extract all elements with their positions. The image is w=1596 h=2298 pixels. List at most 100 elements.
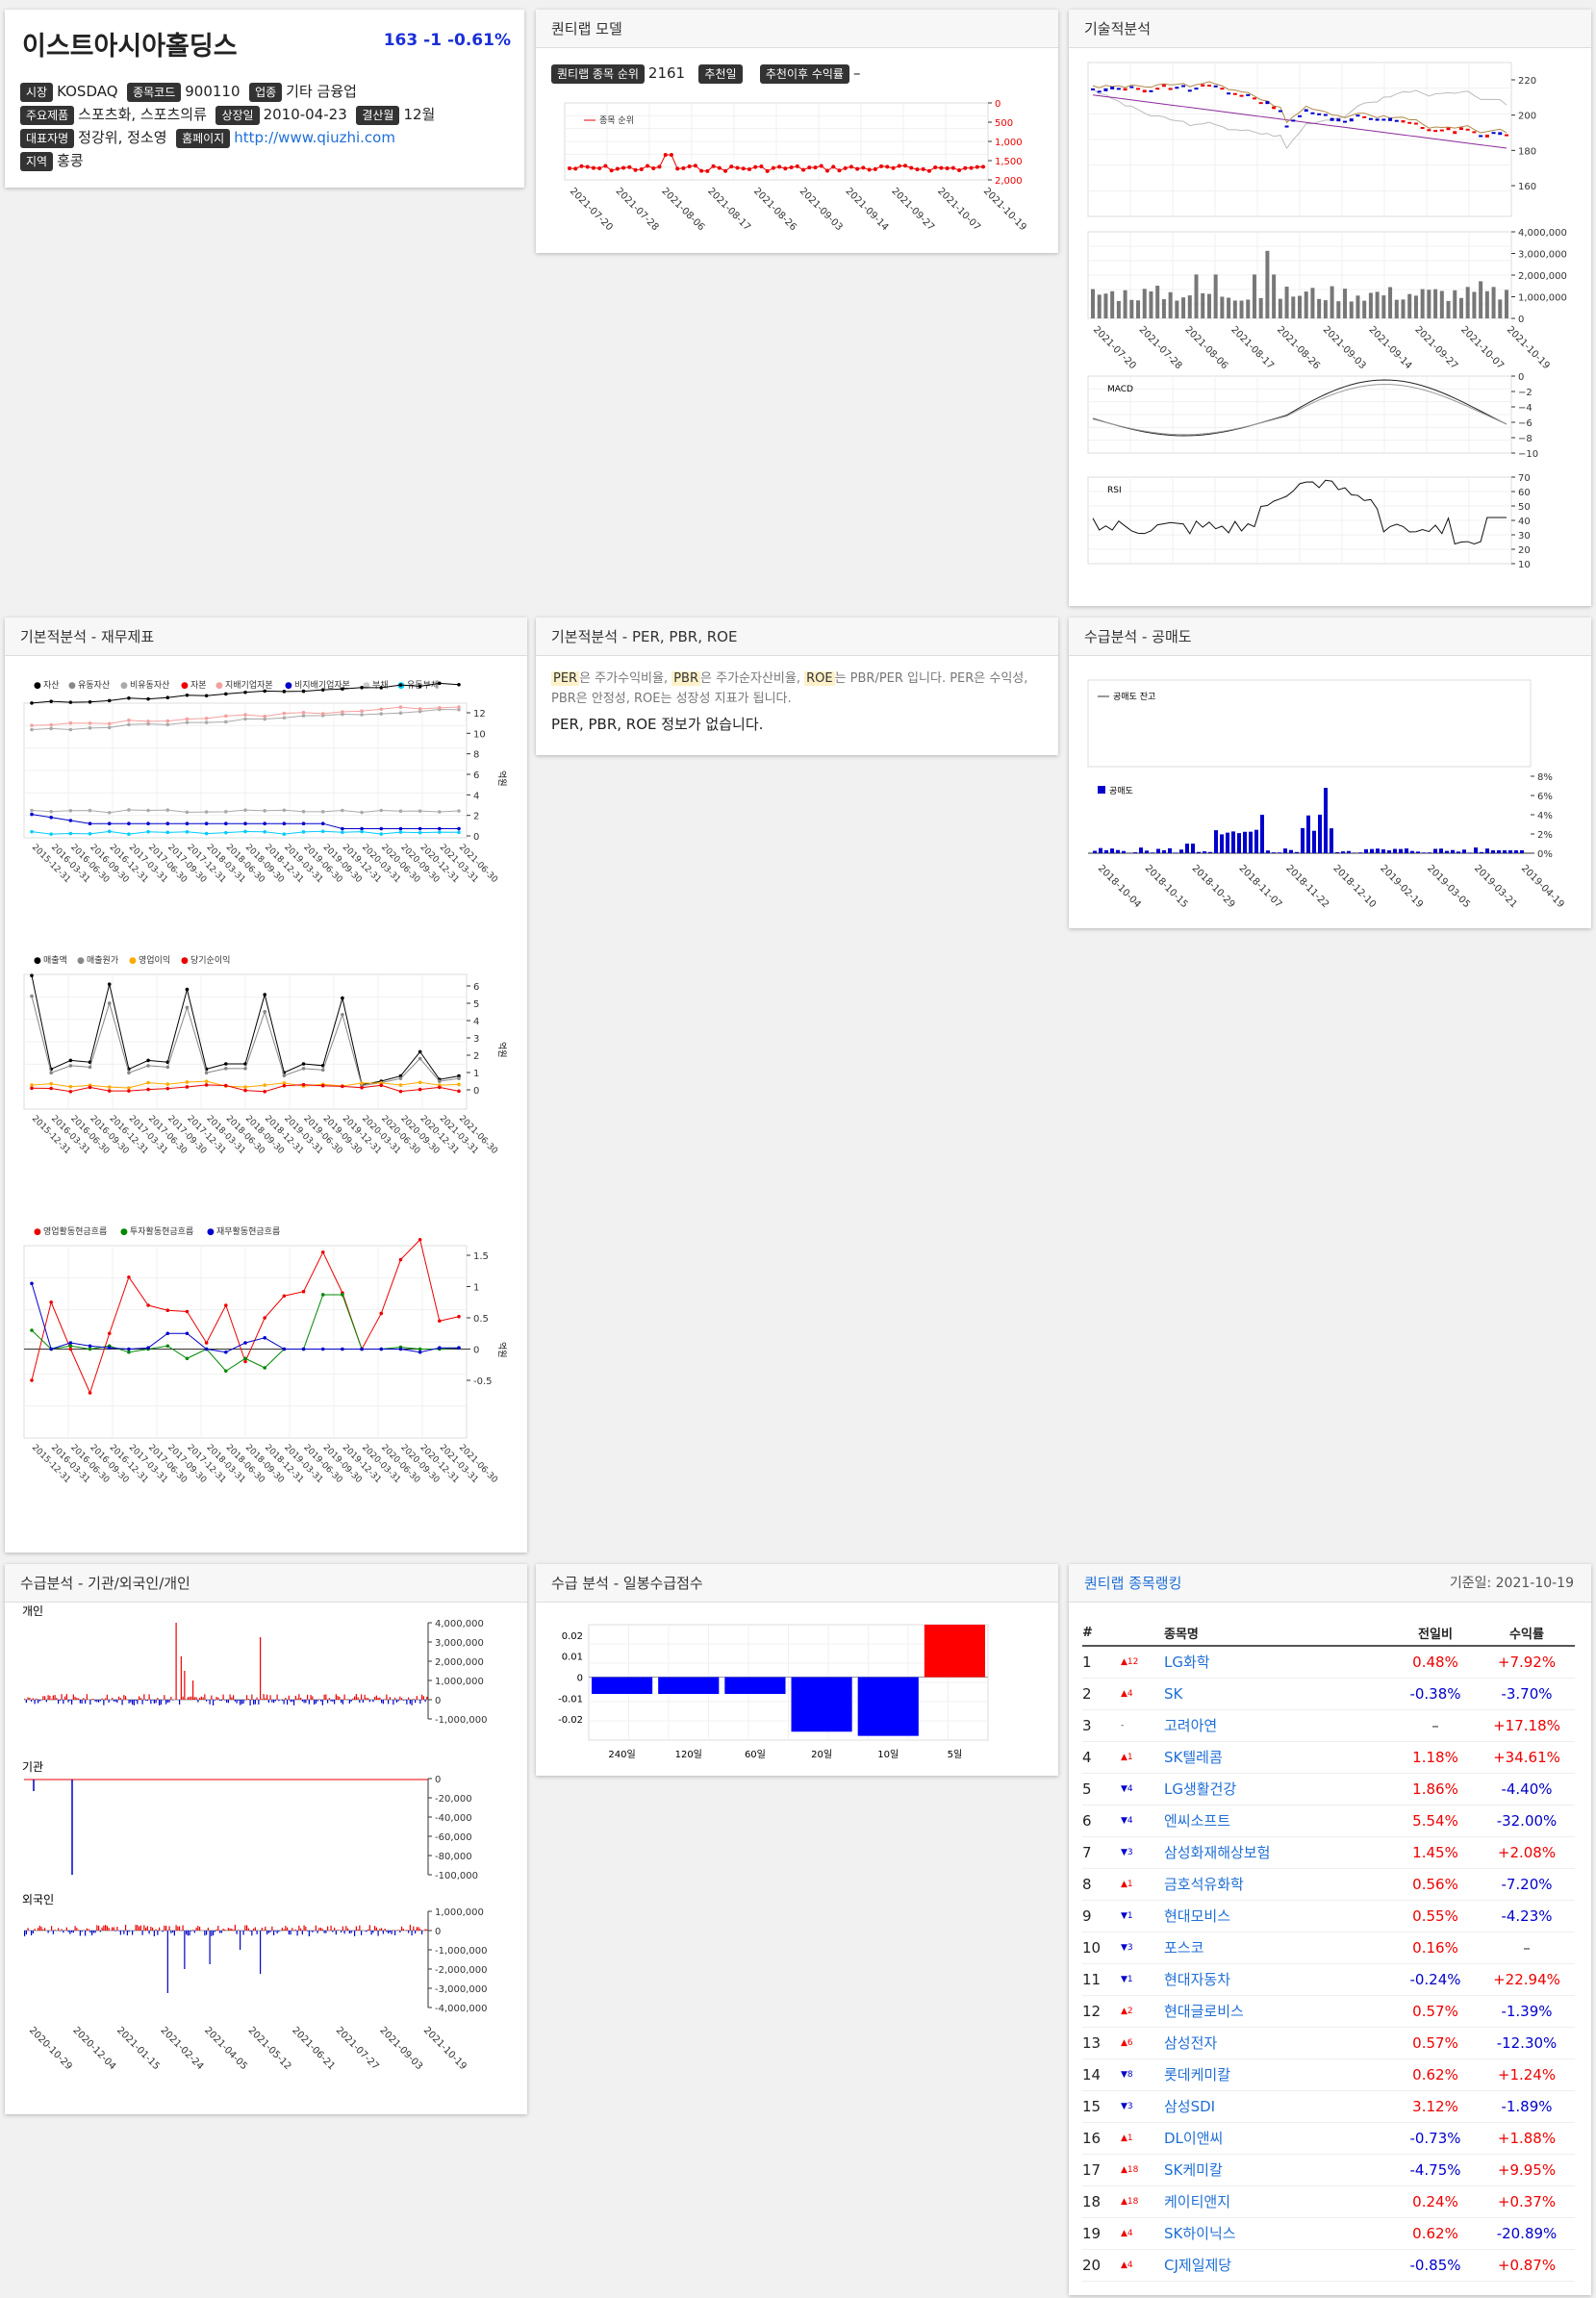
rank-no: 14 — [1082, 2065, 1102, 2083]
asset-point — [146, 721, 150, 726]
rank-stock-name[interactable]: SK — [1164, 1684, 1183, 1703]
ranking-row[interactable]: 6 ▼4 엔씨소프트 5.54% -32.00% — [1082, 1805, 1575, 1836]
rank-stock-name[interactable]: 엔씨소프트 — [1164, 1812, 1231, 1830]
flow-date-label: 2021-01-15 — [114, 2025, 162, 2072]
rank-stock-name[interactable]: 금호석유화학 — [1164, 1876, 1244, 1893]
ranking-row[interactable]: 5 ▼4 LG생활건강 1.86% -4.40% — [1082, 1773, 1575, 1805]
individual-bar — [128, 1700, 130, 1704]
foreign-bar — [101, 1927, 103, 1931]
ranking-title[interactable]: 퀀티랩 종목랭킹 — [1084, 1575, 1182, 1592]
foreign-bar — [242, 1931, 244, 1935]
short-bar — [1145, 850, 1149, 853]
volume-bar — [1413, 295, 1418, 318]
short-bar — [1393, 848, 1397, 853]
individual-bar — [44, 1696, 46, 1700]
ranking-row[interactable]: 11 ▼1 현대자동차 -0.24% +22.94% — [1082, 1963, 1575, 1995]
product-label: 주요제품 — [20, 106, 75, 125]
ranking-row[interactable]: 10 ▼3 포스코 0.16% – — [1082, 1932, 1575, 1963]
cashflow-point — [127, 1350, 131, 1354]
volume-bar — [1097, 294, 1102, 318]
short-bar — [1330, 828, 1333, 853]
ranking-row[interactable]: 1 ▲12 LG화학 0.48% +7.92% — [1082, 1646, 1575, 1678]
ranking-row[interactable]: 3 - 고려아연 – +17.18% — [1082, 1709, 1575, 1741]
rank-stock-name[interactable]: 케이티앤지 — [1164, 2193, 1231, 2210]
quant-rank-point — [591, 165, 595, 170]
individual-bar — [307, 1694, 309, 1700]
individual-bar — [78, 1698, 80, 1700]
ranking-row[interactable]: 18 ▲18 케이티앤지 0.24% +0.37% — [1082, 2185, 1575, 2217]
foreign-bar — [112, 1927, 114, 1931]
asset-point — [165, 695, 170, 700]
rank-stock-name[interactable]: LG화학 — [1164, 1654, 1210, 1672]
industry-label: 업종 — [249, 83, 283, 102]
ranking-row[interactable]: 15 ▼3 삼성SDI 3.12% -1.89% — [1082, 2090, 1575, 2122]
rank-stock-name[interactable]: SK텔레콤 — [1164, 1749, 1223, 1766]
cashflow-point — [301, 1347, 306, 1351]
rsi-y-tick-label: 30 — [1518, 531, 1531, 542]
rank-stock-name[interactable]: CJ제일제당 — [1164, 2257, 1232, 2274]
rank-stock-name[interactable]: 롯데케미칼 — [1164, 2066, 1231, 2083]
ranking-row[interactable]: 19 ▲4 SK하이닉스 0.62% -20.89% — [1082, 2217, 1575, 2249]
individual-bar — [215, 1696, 217, 1700]
foreign-bar — [269, 1931, 271, 1932]
individual-bar — [165, 1700, 167, 1705]
ranking-row[interactable]: 2 ▲4 SK -0.38% -3.70% — [1082, 1678, 1575, 1709]
individual-y-tick-label: 2,000,000 — [435, 1657, 484, 1668]
quant-rank-point — [777, 164, 782, 169]
rank-stock-name[interactable]: 고려아연 — [1164, 1717, 1218, 1734]
individual-bar — [263, 1694, 265, 1700]
ranking-row[interactable]: 20 ▲4 CJ제일제당 -0.85% +0.87% — [1082, 2249, 1575, 2281]
homepage-link[interactable]: http://www.qiuzhi.com — [234, 129, 395, 146]
foreign-bar — [263, 1930, 265, 1931]
rank-stock-name[interactable]: 포스코 — [1164, 1939, 1204, 1957]
asset-point — [146, 720, 150, 723]
ranking-row[interactable]: 7 ▼3 삼성화재해상보험 1.45% +2.08% — [1082, 1836, 1575, 1868]
individual-bar — [24, 1699, 26, 1700]
individual-bar — [294, 1695, 296, 1700]
ranking-row[interactable]: 4 ▲1 SK텔레콤 1.18% +34.61% — [1082, 1741, 1575, 1773]
individual-bar — [85, 1700, 87, 1705]
individual-bar — [121, 1700, 123, 1705]
foreign-bar — [184, 1931, 186, 1969]
rank-stock-name[interactable]: SK하이닉스 — [1164, 2225, 1236, 2242]
short-y-tick-label: 4% — [1537, 811, 1553, 821]
volume-bar — [1116, 300, 1121, 318]
individual-bar — [123, 1695, 125, 1700]
candle — [1246, 93, 1251, 96]
asset-point — [341, 808, 344, 813]
foreign-bar — [59, 1931, 61, 1932]
ranking-row[interactable]: 12 ▲2 현대글로비스 0.57% -1.39% — [1082, 1995, 1575, 2027]
cashflow-point — [88, 1391, 92, 1395]
rank-stock-name[interactable]: 현대글로비스 — [1164, 2003, 1244, 2020]
cashflow-point — [165, 1331, 170, 1336]
asset-point — [263, 689, 266, 694]
rank-stock-name[interactable]: 삼성SDI — [1164, 2098, 1216, 2115]
rank-stock-name[interactable]: 현대모비스 — [1164, 1907, 1231, 1925]
rank-move-arrow-icon: ▼ — [1121, 2069, 1127, 2080]
asset-point — [341, 710, 344, 714]
rank-stock-name[interactable]: 삼성화재해상보험 — [1164, 1844, 1271, 1861]
ranking-row[interactable]: 17 ▲18 SK케미칼 -4.75% +9.95% — [1082, 2154, 1575, 2185]
ranking-row[interactable]: 9 ▼1 현대모비스 0.55% -4.23% — [1082, 1900, 1575, 1932]
foreign-bar — [323, 1931, 325, 1933]
income-point — [185, 1005, 190, 1010]
candle — [1458, 127, 1463, 131]
rank-stock-name[interactable]: 삼성전자 — [1164, 2034, 1218, 2052]
rank-move-value: 3 — [1127, 1942, 1133, 1953]
volume-bar — [1401, 299, 1406, 318]
ranking-row[interactable]: 13 ▲6 삼성전자 0.57% -12.30% — [1082, 2027, 1575, 2058]
rank-stock-name[interactable]: SK케미칼 — [1164, 2161, 1223, 2179]
rank-stock-name[interactable]: 현대자동차 — [1164, 1971, 1231, 1988]
short-date-label: 2019-03-05 — [1425, 863, 1472, 910]
financial-card: 기본적분석 - 재무제표 ● 자산 ● 유동자산 ● 비유동자산 ● 자본 ● 지배기업자본 ● 비지… — [5, 618, 527, 1553]
ranking-row[interactable]: 8 ▲1 금호석유화학 0.56% -7.20% — [1082, 1868, 1575, 1900]
ranking-row[interactable]: 14 ▼8 롯데케미칼 0.62% +1.24% — [1082, 2058, 1575, 2090]
cashflow-point — [30, 1378, 34, 1382]
cashflow-y-tick-label: 0.5 — [473, 1314, 489, 1325]
cashflow-point — [165, 1308, 170, 1312]
ranking-row[interactable]: 16 ▲1 DL이앤씨 -0.73% +1.88% — [1082, 2122, 1575, 2154]
rank-stock-name[interactable]: DL이앤씨 — [1164, 2130, 1224, 2147]
income-y-tick-label: 2 — [473, 1051, 479, 1062]
candle — [1091, 88, 1095, 90]
rank-stock-name[interactable]: LG생활건강 — [1164, 1780, 1237, 1798]
